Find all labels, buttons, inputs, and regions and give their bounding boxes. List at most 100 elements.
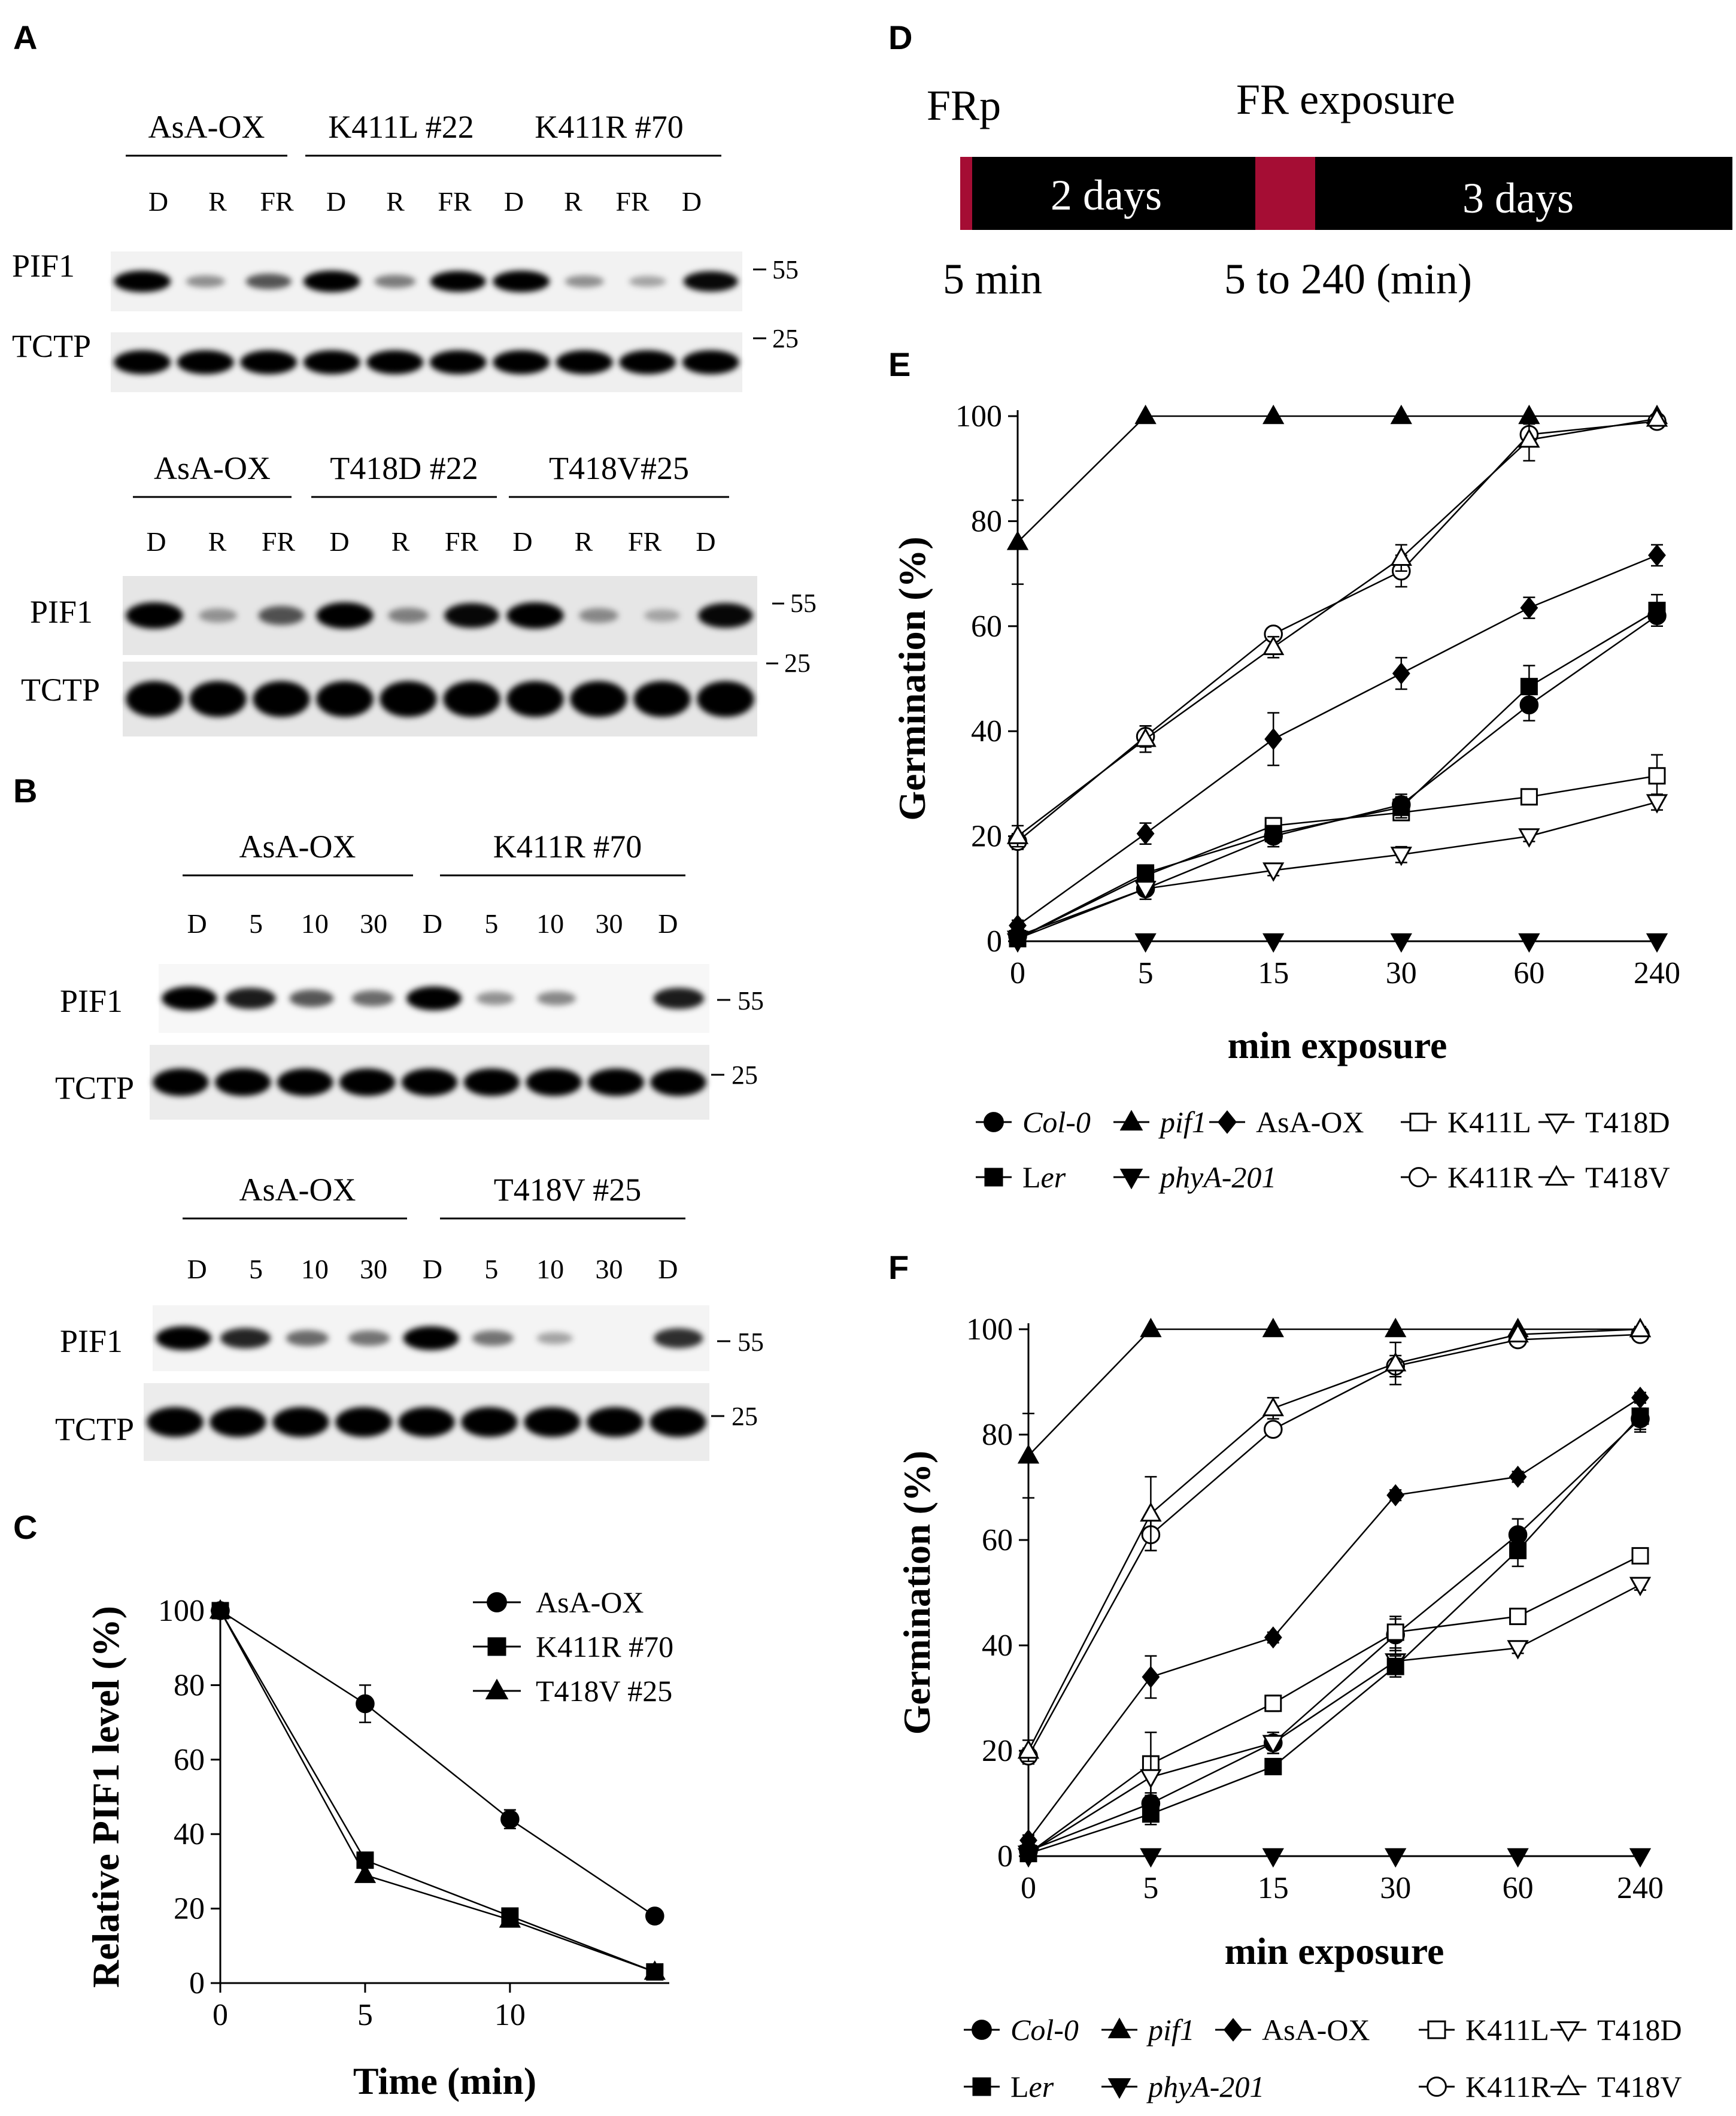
lane-label: 10 [536, 908, 564, 939]
blot-band [684, 271, 738, 292]
data-point-square [1265, 1696, 1281, 1711]
data-point-diamond [1265, 729, 1281, 748]
panel-b-bottom-group: T418V #25 [494, 1172, 642, 1208]
y-tick-label: 40 [174, 1817, 205, 1851]
data-point-diamond [1510, 1467, 1526, 1486]
blot-band [403, 1326, 459, 1350]
data-point-square [1265, 826, 1281, 841]
data-point-triangle-up [1264, 1399, 1282, 1415]
lane-label: 10 [301, 1254, 329, 1284]
blot-band [162, 987, 217, 1011]
blot-band [272, 1407, 329, 1437]
data-point-square [1521, 679, 1537, 695]
data-point-triangle-up [1392, 407, 1410, 423]
mw-25-label: 25 [772, 324, 799, 353]
data-point-circle [1410, 1168, 1428, 1187]
data-point-square [1143, 1806, 1158, 1822]
y-tick-label: 80 [174, 1668, 205, 1702]
series-line-K411L [1028, 1556, 1640, 1853]
panel-d-letter: D [888, 19, 912, 56]
a-bot-tctp-label: TCTP [21, 672, 100, 708]
data-point-triangle-up [1109, 2020, 1130, 2038]
data-point-triangle-down [1142, 1849, 1160, 1866]
lane-label: 30 [596, 1254, 623, 1284]
data-point-triangle-down [1264, 934, 1283, 951]
legend-label-T418V: T418V [1585, 1160, 1670, 1194]
lane-label: FR [438, 186, 472, 217]
frp-label: FRp [927, 81, 1001, 129]
x-tick-label: 240 [1634, 956, 1680, 990]
blot-band [444, 603, 499, 628]
y-axis-title: Germination (%) [891, 536, 933, 821]
data-point-square [1138, 865, 1154, 881]
blot-band [259, 606, 305, 625]
five-min-label: 5 min [943, 255, 1042, 303]
blot-band [506, 681, 563, 717]
lane-label: R [391, 526, 410, 557]
legend-label-K411R: K411R [1465, 2070, 1551, 2103]
lane-label: D [696, 526, 715, 557]
blot-band [388, 608, 429, 623]
blot-band [477, 992, 514, 1005]
blot-band [629, 276, 666, 287]
lane-label: R [564, 186, 582, 217]
x-tick-label: 5 [1138, 956, 1154, 990]
y-tick-label: 100 [955, 399, 1002, 433]
data-point-circle [985, 1113, 1003, 1132]
blot-band [246, 274, 292, 289]
panel-a-bottom-group: AsA-OX [154, 450, 271, 486]
data-point-triangle-up [1121, 1112, 1142, 1130]
x-tick-label: 0 [1010, 956, 1025, 990]
x-tick-label: 10 [494, 1998, 526, 2032]
blot-band [619, 350, 676, 374]
blot-band [588, 1069, 644, 1096]
blot-band [464, 1069, 520, 1096]
panel-a-letter: A [13, 19, 37, 56]
data-point-diamond [1225, 2020, 1242, 2041]
blot-band [633, 681, 690, 717]
data-point-triangle-down [1631, 1578, 1649, 1594]
mw-25-label: 25 [732, 1402, 758, 1431]
data-point-triangle-down [1392, 934, 1410, 951]
blot-band [650, 1069, 706, 1096]
y-tick-label: 20 [971, 820, 1002, 854]
data-point-triangle-down [1386, 1849, 1405, 1866]
data-point-circle [488, 1593, 506, 1612]
panel-a-bottom-group: T418D #22 [330, 450, 478, 486]
lane-label: D [148, 186, 168, 217]
a-top-tctp-label: TCTP [12, 328, 91, 364]
blot-band [156, 1326, 211, 1350]
blot-band [570, 681, 627, 717]
lane-label: R [386, 186, 405, 217]
lane-label: 5 [249, 908, 263, 939]
lane-label: D [423, 908, 442, 939]
fr-exposure-label: FR exposure [1236, 75, 1455, 123]
blot-band [697, 681, 754, 717]
panel-b-top-group: AsA-OX [239, 829, 356, 865]
y-tick-label: 0 [997, 1839, 1013, 1874]
series-line-Col-0 [1018, 616, 1657, 936]
y-tick-label: 80 [982, 1418, 1013, 1452]
blot-band [682, 350, 739, 374]
data-point-triangle-down [1109, 2079, 1130, 2097]
y-tick-label: 100 [966, 1312, 1013, 1347]
data-point-circle [357, 1695, 374, 1712]
data-point-square [1632, 1408, 1648, 1424]
series-line-K411R [1018, 422, 1657, 842]
blot-band [366, 350, 423, 374]
lane-label: D [658, 908, 678, 939]
blot-band [240, 350, 297, 374]
mw-55-label: 55 [738, 986, 764, 1015]
b-top-tctp-label: TCTP [55, 1070, 134, 1106]
blot-band [526, 1069, 582, 1096]
blot-band [352, 990, 394, 1007]
legend-label-phyA-201: phyA-201 [1146, 2070, 1264, 2103]
mw-55-label: 55 [772, 255, 799, 284]
legend-label-Col-0: Col-0 [1010, 2013, 1079, 2047]
panel-a-top-group: K411R #70 [535, 109, 684, 145]
data-point-circle [973, 2021, 991, 2039]
panel-b-top-group: K411R #70 [493, 829, 642, 865]
lane-label: 30 [596, 908, 623, 939]
lane-label: D [423, 1254, 442, 1284]
data-point-triangle-down [1121, 1169, 1142, 1187]
